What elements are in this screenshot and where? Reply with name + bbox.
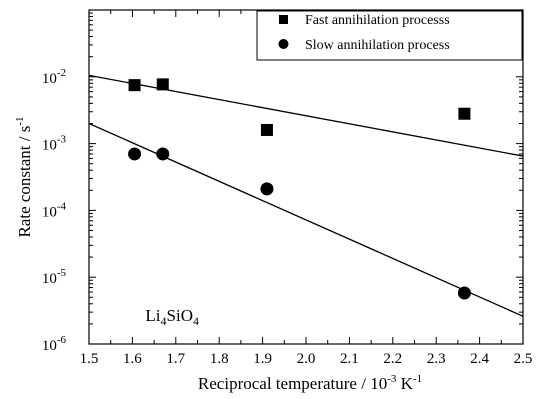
data-point-circle [128,147,142,161]
data-markers [128,78,471,300]
data-point-circle [260,182,274,196]
legend: Fast annihilation processs Slow annihila… [256,10,523,61]
data-point-circle [457,286,471,300]
y-tick-label: 10-2 [42,67,66,87]
compound-annotation: Li4SiO4 [145,306,199,328]
x-tick-label: 2.0 [297,351,316,367]
x-axis-ticks: 1.5 1.6 1.7 1.8 1.9 2.0 2.1 2.2 2.3 2.4 2.5 [80,10,533,367]
y-tick-label: 10-4 [42,200,67,220]
fit-line-circle [89,122,523,317]
data-point-square [458,107,471,120]
y-axis-ticks: 10-6 10-5 10-4 10-3 10-2 [42,9,523,354]
x-tick-label: 1.8 [210,351,229,367]
y-tick-label: 10-6 [42,334,67,354]
x-tick-label: 1.7 [166,351,185,367]
fit-line-square [89,74,523,157]
x-tick-label: 2.4 [470,351,489,367]
y-tick-label: 10-3 [42,134,67,154]
legend-box [256,10,523,61]
x-tick-label: 1.9 [253,351,272,367]
legend-label-fast: Fast annihilation processs [305,13,450,28]
data-point-circle [156,147,170,161]
y-tick-label: 10-5 [42,267,67,287]
x-tick-label: 2.1 [340,351,359,367]
data-point-square [156,78,169,91]
y-axis-label: Rate constant / s-1 [14,116,34,237]
data-point-square [260,123,273,136]
x-tick-label: 1.5 [80,351,99,367]
legend-square-marker [279,15,288,24]
fit-lines [89,74,523,317]
x-tick-label: 2.2 [383,351,402,367]
x-tick-label: 2.5 [514,351,533,367]
x-axis-label: Reciprocal temperature / 10-3 K-1 [198,373,422,393]
x-tick-label: 2.3 [427,351,446,367]
legend-circle-marker [278,39,289,49]
x-tick-label: 1.6 [123,351,142,367]
legend-label-slow: Slow annihilation process [305,38,450,53]
data-point-square [128,79,141,92]
